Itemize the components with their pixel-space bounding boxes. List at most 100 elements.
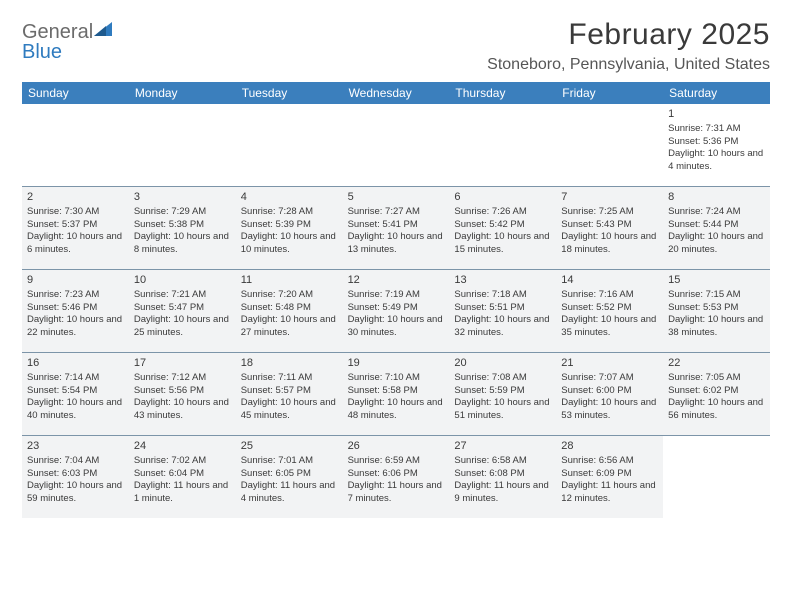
sunset-text: Sunset: 5:51 PM	[454, 302, 551, 315]
weekday-header: Friday	[556, 82, 663, 104]
sunrise-text: Sunrise: 7:01 AM	[241, 455, 338, 468]
sunset-text: Sunset: 5:46 PM	[27, 302, 124, 315]
daylight-text: Daylight: 10 hours and 35 minutes.	[561, 314, 658, 340]
sunset-text: Sunset: 6:00 PM	[561, 385, 658, 398]
weekday-header: Sunday	[22, 82, 129, 104]
day-cell: 7Sunrise: 7:25 AMSunset: 5:43 PMDaylight…	[556, 187, 663, 269]
daylight-text: Daylight: 10 hours and 6 minutes.	[27, 231, 124, 257]
sunrise-text: Sunrise: 7:28 AM	[241, 206, 338, 219]
weekday-header: Saturday	[663, 82, 770, 104]
sunset-text: Sunset: 5:59 PM	[454, 385, 551, 398]
sunrise-text: Sunrise: 7:14 AM	[27, 372, 124, 385]
daylight-text: Daylight: 10 hours and 22 minutes.	[27, 314, 124, 340]
daylight-text: Daylight: 10 hours and 25 minutes.	[134, 314, 231, 340]
day-number: 16	[27, 356, 124, 371]
title-block: February 2025 Stoneboro, Pennsylvania, U…	[487, 18, 770, 74]
sunset-text: Sunset: 5:38 PM	[134, 219, 231, 232]
day-cell: 18Sunrise: 7:11 AMSunset: 5:57 PMDayligh…	[236, 353, 343, 435]
day-cell: 25Sunrise: 7:01 AMSunset: 6:05 PMDayligh…	[236, 436, 343, 518]
month-title: February 2025	[487, 18, 770, 52]
sunset-text: Sunset: 6:09 PM	[561, 468, 658, 481]
daylight-text: Daylight: 10 hours and 51 minutes.	[454, 397, 551, 423]
sunrise-text: Sunrise: 7:10 AM	[348, 372, 445, 385]
sunrise-text: Sunrise: 6:56 AM	[561, 455, 658, 468]
calendar-page: General Blue February 2025 Stoneboro, Pe…	[0, 0, 792, 528]
daylight-text: Daylight: 10 hours and 13 minutes.	[348, 231, 445, 257]
sunrise-text: Sunrise: 7:15 AM	[668, 289, 765, 302]
daylight-text: Daylight: 10 hours and 56 minutes.	[668, 397, 765, 423]
day-number: 25	[241, 439, 338, 454]
sunrise-text: Sunrise: 6:59 AM	[348, 455, 445, 468]
sunset-text: Sunset: 5:56 PM	[134, 385, 231, 398]
sunset-text: Sunset: 5:42 PM	[454, 219, 551, 232]
day-cell: 23Sunrise: 7:04 AMSunset: 6:03 PMDayligh…	[22, 436, 129, 518]
day-number: 8	[668, 190, 765, 205]
day-number: 11	[241, 273, 338, 288]
day-number: 28	[561, 439, 658, 454]
day-cell: 20Sunrise: 7:08 AMSunset: 5:59 PMDayligh…	[449, 353, 556, 435]
sunrise-text: Sunrise: 7:30 AM	[27, 206, 124, 219]
day-cell: 16Sunrise: 7:14 AMSunset: 5:54 PMDayligh…	[22, 353, 129, 435]
sunrise-text: Sunrise: 7:25 AM	[561, 206, 658, 219]
day-cell: 3Sunrise: 7:29 AMSunset: 5:38 PMDaylight…	[129, 187, 236, 269]
brand-part2: Blue	[22, 41, 62, 63]
sunset-text: Sunset: 5:39 PM	[241, 219, 338, 232]
sunset-text: Sunset: 5:48 PM	[241, 302, 338, 315]
day-number: 23	[27, 439, 124, 454]
sunrise-text: Sunrise: 7:07 AM	[561, 372, 658, 385]
day-cell: 12Sunrise: 7:19 AMSunset: 5:49 PMDayligh…	[343, 270, 450, 352]
daylight-text: Daylight: 11 hours and 9 minutes.	[454, 480, 551, 506]
calendar-grid: 1Sunrise: 7:31 AMSunset: 5:36 PMDaylight…	[22, 104, 770, 518]
day-number: 9	[27, 273, 124, 288]
location-subtitle: Stoneboro, Pennsylvania, United States	[487, 56, 770, 74]
day-number: 14	[561, 273, 658, 288]
day-cell	[343, 104, 450, 186]
day-cell: 4Sunrise: 7:28 AMSunset: 5:39 PMDaylight…	[236, 187, 343, 269]
day-number: 7	[561, 190, 658, 205]
sunset-text: Sunset: 6:04 PM	[134, 468, 231, 481]
day-number: 17	[134, 356, 231, 371]
day-number: 4	[241, 190, 338, 205]
day-cell: 14Sunrise: 7:16 AMSunset: 5:52 PMDayligh…	[556, 270, 663, 352]
day-cell	[236, 104, 343, 186]
day-cell: 27Sunrise: 6:58 AMSunset: 6:08 PMDayligh…	[449, 436, 556, 518]
day-cell	[663, 436, 770, 518]
day-number: 15	[668, 273, 765, 288]
daylight-text: Daylight: 10 hours and 10 minutes.	[241, 231, 338, 257]
sunset-text: Sunset: 5:44 PM	[668, 219, 765, 232]
daylight-text: Daylight: 10 hours and 48 minutes.	[348, 397, 445, 423]
sunrise-text: Sunrise: 7:05 AM	[668, 372, 765, 385]
daylight-text: Daylight: 11 hours and 12 minutes.	[561, 480, 658, 506]
day-number: 12	[348, 273, 445, 288]
sunrise-text: Sunrise: 7:04 AM	[27, 455, 124, 468]
sunrise-text: Sunrise: 7:16 AM	[561, 289, 658, 302]
sunset-text: Sunset: 5:49 PM	[348, 302, 445, 315]
sunset-text: Sunset: 5:41 PM	[348, 219, 445, 232]
sunset-text: Sunset: 5:43 PM	[561, 219, 658, 232]
day-cell: 17Sunrise: 7:12 AMSunset: 5:56 PMDayligh…	[129, 353, 236, 435]
day-cell: 10Sunrise: 7:21 AMSunset: 5:47 PMDayligh…	[129, 270, 236, 352]
daylight-text: Daylight: 10 hours and 32 minutes.	[454, 314, 551, 340]
day-number: 10	[134, 273, 231, 288]
daylight-text: Daylight: 10 hours and 53 minutes.	[561, 397, 658, 423]
sunrise-text: Sunrise: 7:26 AM	[454, 206, 551, 219]
sunset-text: Sunset: 5:57 PM	[241, 385, 338, 398]
sunset-text: Sunset: 5:47 PM	[134, 302, 231, 315]
day-number: 24	[134, 439, 231, 454]
brand-part1: General	[22, 21, 93, 43]
daylight-text: Daylight: 10 hours and 30 minutes.	[348, 314, 445, 340]
daylight-text: Daylight: 10 hours and 18 minutes.	[561, 231, 658, 257]
brand-text: General Blue	[22, 22, 112, 62]
daylight-text: Daylight: 10 hours and 38 minutes.	[668, 314, 765, 340]
sunset-text: Sunset: 5:54 PM	[27, 385, 124, 398]
day-cell	[22, 104, 129, 186]
day-cell: 13Sunrise: 7:18 AMSunset: 5:51 PMDayligh…	[449, 270, 556, 352]
sunset-text: Sunset: 6:06 PM	[348, 468, 445, 481]
sunset-text: Sunset: 5:58 PM	[348, 385, 445, 398]
day-number: 18	[241, 356, 338, 371]
weekday-header: Monday	[129, 82, 236, 104]
day-number: 13	[454, 273, 551, 288]
day-cell: 24Sunrise: 7:02 AMSunset: 6:04 PMDayligh…	[129, 436, 236, 518]
day-cell: 15Sunrise: 7:15 AMSunset: 5:53 PMDayligh…	[663, 270, 770, 352]
sunrise-text: Sunrise: 7:27 AM	[348, 206, 445, 219]
